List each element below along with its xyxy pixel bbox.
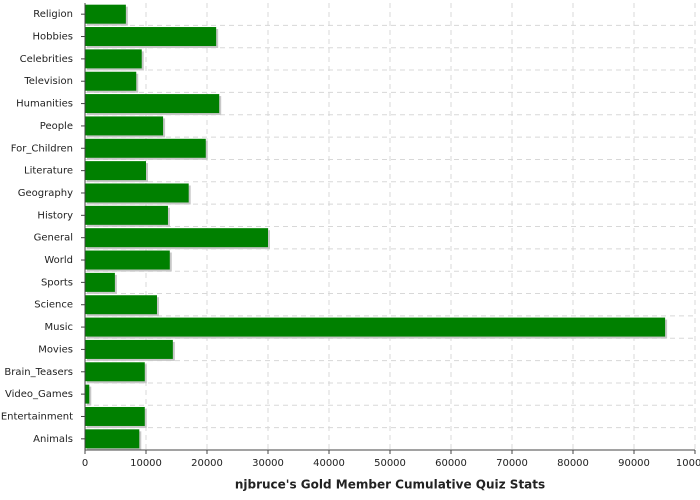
bar: [85, 406, 145, 426]
bar: [85, 183, 189, 203]
y-tick-label: Television: [23, 76, 73, 87]
x-tick-label: 10000: [130, 458, 162, 469]
bar: [85, 161, 146, 181]
x-tick-label: 70000: [496, 458, 528, 469]
x-tick-label: 50000: [374, 458, 406, 469]
x-tick-label: 30000: [252, 458, 284, 469]
bar: [85, 27, 217, 47]
y-tick-label: Geography: [18, 188, 73, 199]
y-tick-label: For_Children: [11, 143, 73, 154]
bar: [85, 384, 90, 404]
y-tick-label: Video_Games: [5, 389, 73, 400]
y-tick-label: History: [37, 210, 73, 221]
y-tick-label: Hobbies: [33, 32, 73, 43]
y-tick-label: Celebrities: [20, 54, 73, 65]
chart-title: njbruce's Gold Member Cumulative Quiz St…: [235, 478, 545, 492]
x-tick-label: 60000: [435, 458, 467, 469]
y-tick-label: Brain_Teasers: [4, 367, 73, 378]
bar: [85, 71, 137, 91]
x-tick-label: 80000: [557, 458, 589, 469]
y-tick-label: World: [44, 255, 73, 266]
x-tick-label: 20000: [191, 458, 223, 469]
x-tick-label: 40000: [313, 458, 345, 469]
y-tick-label: Entertainment: [1, 411, 73, 422]
bar: [85, 4, 126, 24]
x-tick-label: 0: [82, 458, 88, 469]
y-tick-label: Science: [34, 300, 73, 311]
x-tick-label: 90000: [618, 458, 650, 469]
y-tick-label: Sports: [41, 277, 73, 288]
y-tick-label: Humanities: [16, 99, 73, 110]
y-tick-label: Religion: [33, 9, 73, 20]
bar: [85, 94, 220, 114]
y-tick-label: Animals: [33, 434, 73, 445]
y-tick-label: People: [40, 121, 73, 132]
y-tick-label: Literature: [24, 166, 73, 177]
y-tick-label: Movies: [38, 344, 73, 355]
bar: [85, 250, 170, 270]
bar: [85, 205, 168, 225]
bar: [85, 362, 145, 382]
y-tick-label: General: [34, 233, 73, 244]
bar: [85, 317, 666, 337]
bar: [85, 49, 142, 69]
bar: [85, 295, 157, 315]
x-tick-label: 100000: [676, 458, 700, 469]
y-tick-label: Music: [45, 322, 73, 333]
bar: [85, 116, 164, 136]
bar: [85, 272, 115, 292]
bar: [85, 228, 268, 248]
bar: [85, 339, 173, 359]
bar: [85, 429, 140, 449]
bar: [85, 138, 206, 158]
